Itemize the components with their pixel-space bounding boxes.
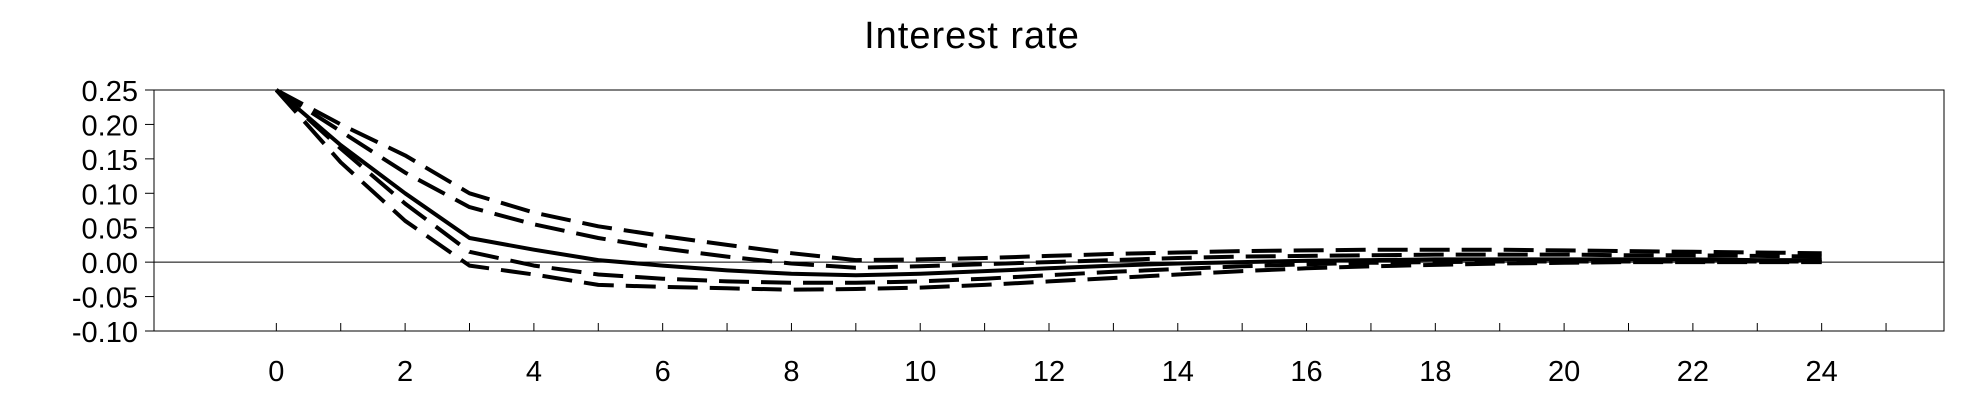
series-line-dashed-2 <box>275 88 1822 270</box>
x-tick-label: 8 <box>783 356 799 388</box>
x-tick-label: 16 <box>1290 356 1322 388</box>
y-tick-label: -0.10 <box>72 317 138 349</box>
y-tick-label: 0.10 <box>82 179 138 211</box>
x-tick-label: 14 <box>1162 356 1194 388</box>
x-axis: 0 2 4 6 8 10 12 14 16 18 20 22 24 <box>268 323 1887 388</box>
x-tick-label: 20 <box>1548 356 1580 388</box>
y-tick-label: 0.15 <box>82 145 138 177</box>
y-axis: 0.250.200.150.100.050.00-0.05-0.10 <box>72 76 1944 349</box>
x-tick-label: 12 <box>1033 356 1065 388</box>
series-line-dashed-4 <box>274 88 1822 292</box>
y-tick-label: -0.05 <box>72 283 138 315</box>
plot-frame <box>153 89 1945 332</box>
x-tick-label: 18 <box>1419 356 1451 388</box>
y-tick-label: 0.00 <box>82 248 138 280</box>
x-tick-label: 0 <box>268 356 284 388</box>
y-tick-label: 0.05 <box>82 214 138 246</box>
x-tick-label: 2 <box>397 356 413 388</box>
y-tick-label: 0.20 <box>82 110 138 142</box>
chart-title: Interest rate <box>864 15 1080 57</box>
x-tick-label: 22 <box>1677 356 1709 388</box>
x-tick-label: 4 <box>526 356 542 388</box>
series-line-solid-0 <box>274 88 1822 278</box>
series-layer <box>274 88 1822 292</box>
x-tick-label: 24 <box>1806 356 1838 388</box>
series-line-dashed-1 <box>275 88 1822 263</box>
x-tick-label: 10 <box>904 356 936 388</box>
x-tick-label: 6 <box>655 356 671 388</box>
y-tick-label: 0.25 <box>82 76 138 108</box>
